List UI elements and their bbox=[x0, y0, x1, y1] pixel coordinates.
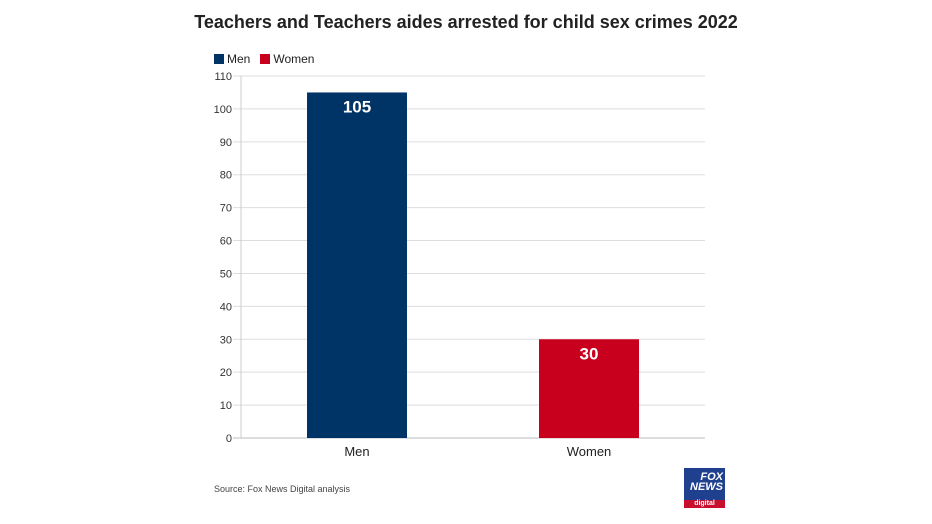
y-tick-label: 20 bbox=[220, 367, 232, 379]
y-tick-label: 70 bbox=[220, 203, 232, 215]
x-tick-label: Women bbox=[567, 444, 612, 459]
y-tick-label: 110 bbox=[214, 71, 232, 83]
y-tick-label: 30 bbox=[220, 334, 232, 346]
chart-title: Teachers and Teachers aides arrested for… bbox=[194, 12, 738, 32]
y-tick-label: 80 bbox=[220, 170, 232, 182]
legend-label: Women bbox=[273, 52, 315, 66]
y-tick-label: 100 bbox=[214, 104, 232, 116]
x-tick-label: Men bbox=[344, 444, 369, 459]
bar-women bbox=[539, 339, 639, 438]
bar-men bbox=[307, 92, 407, 439]
legend-swatch bbox=[214, 54, 224, 64]
y-tick-label: 10 bbox=[220, 400, 232, 412]
data-label: 30 bbox=[580, 344, 599, 363]
y-tick-label: 50 bbox=[220, 268, 232, 280]
fox-news-digital-logo: FOX NEWS digital bbox=[684, 468, 725, 508]
legend-item-women: Women bbox=[260, 52, 314, 66]
legend: Men Women bbox=[214, 52, 314, 66]
data-label: 105 bbox=[343, 97, 371, 116]
y-tick-label: 40 bbox=[220, 301, 232, 313]
legend-swatch bbox=[260, 54, 271, 64]
source-note: Source: Fox News Digital analysis bbox=[214, 484, 351, 494]
y-tick-label: 60 bbox=[220, 236, 232, 248]
legend-item-men: Men bbox=[214, 52, 250, 66]
y-tick-label: 90 bbox=[220, 137, 232, 149]
legend-label: Men bbox=[227, 52, 251, 66]
y-tick-label: 0 bbox=[226, 433, 232, 445]
